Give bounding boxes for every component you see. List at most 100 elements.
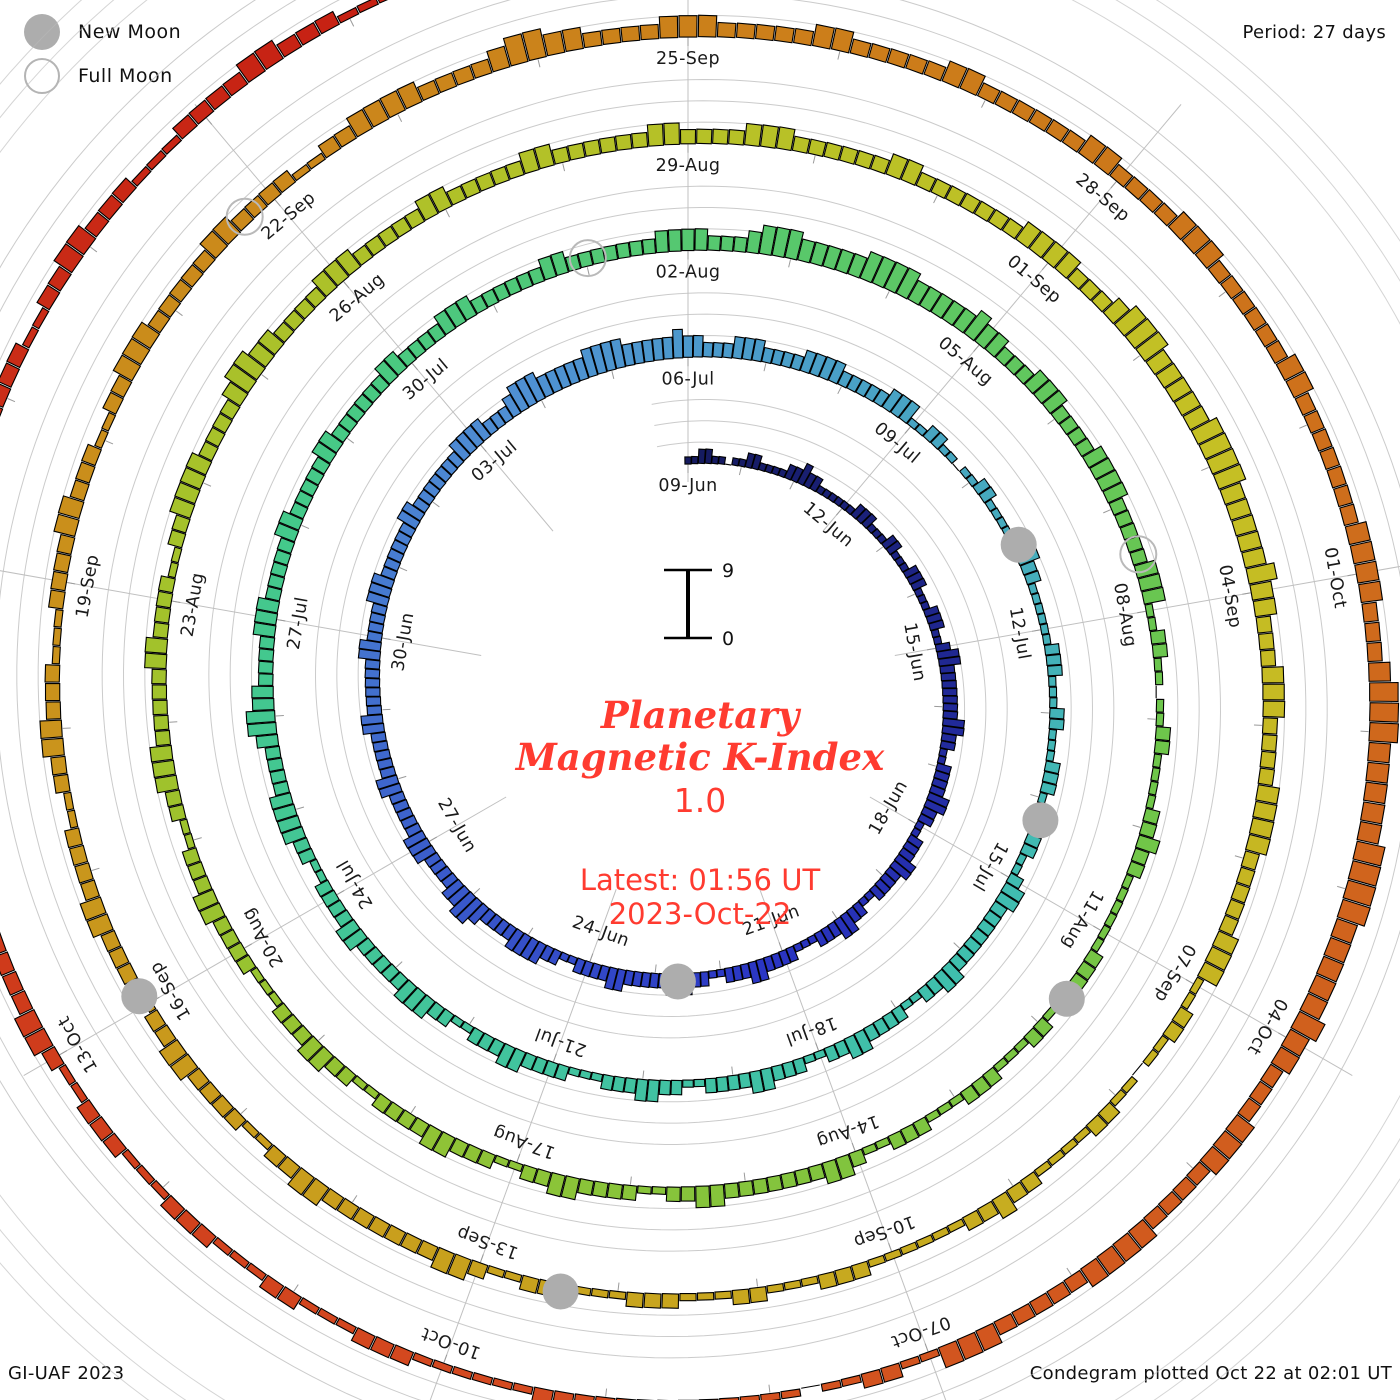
kp-bar: [69, 479, 90, 502]
day-tick: [396, 961, 403, 968]
kp-bar: [578, 1069, 593, 1081]
kp-bar: [289, 501, 309, 520]
kp-bar: [658, 15, 679, 39]
day-tick: [654, 964, 657, 973]
kp-bar: [1243, 306, 1267, 332]
kp-bar: [389, 1344, 415, 1367]
kp-bar: [1041, 240, 1069, 269]
kp-bar: [1225, 497, 1252, 521]
kp-bar: [507, 1159, 524, 1173]
kp-bar: [900, 158, 925, 186]
kp-bar: [757, 461, 768, 473]
kp-bar: [0, 951, 16, 977]
kp-bar: [956, 1331, 984, 1361]
day-tick: [973, 345, 980, 352]
kp-bar: [854, 149, 875, 170]
date-label: 30-Jun: [388, 611, 418, 673]
kp-bar: [1342, 879, 1377, 907]
kp-bar: [552, 1390, 575, 1400]
kp-bar: [422, 480, 441, 499]
kp-bar: [52, 773, 71, 794]
kp-bar: [76, 1098, 101, 1125]
kp-bar: [654, 230, 669, 254]
kp-bar: [293, 297, 316, 320]
kp-bar: [65, 224, 97, 256]
kp-bar: [745, 230, 763, 255]
kp-bar: [291, 1024, 313, 1046]
kp-bar: [475, 171, 496, 192]
kp-bar: [681, 228, 695, 252]
kp-bar: [57, 495, 85, 520]
day-tick: [382, 637, 391, 641]
kp-bar: [752, 1177, 769, 1195]
kp-bar: [770, 465, 781, 477]
kp-bar: [171, 514, 191, 534]
kp-bar: [68, 844, 89, 867]
kp-bar: [493, 918, 511, 937]
kp-bar: [1023, 369, 1050, 395]
kp-bar: [158, 1038, 188, 1067]
kp-bar: [1032, 1016, 1054, 1038]
kp-bar: [1368, 661, 1392, 682]
kp-bar: [889, 549, 902, 561]
kp-bar: [1150, 766, 1161, 782]
kp-bar: [763, 955, 776, 973]
kp-bar: [917, 813, 935, 828]
date-label: 27-Jul: [284, 595, 313, 651]
kp-bar: [269, 561, 289, 578]
kp-bar: [320, 889, 340, 908]
kp-bar: [1259, 1063, 1284, 1089]
kp-bar: [1359, 801, 1386, 825]
kp-bar: [154, 774, 180, 794]
kp-bar: [466, 1259, 489, 1280]
kp-bar: [941, 725, 965, 737]
kp-bar: [826, 920, 843, 939]
kp-bar: [693, 1078, 706, 1088]
kp-bar: [978, 486, 998, 504]
kp-bar: [404, 822, 423, 838]
kp-bar: [257, 673, 274, 687]
kp-bar: [775, 126, 796, 152]
date-label: 06-Jul: [661, 369, 714, 389]
kp-bar: [251, 697, 275, 712]
kp-bar: [766, 1174, 784, 1193]
center-kp-value: 1.0: [674, 781, 726, 820]
day-tick: [443, 1354, 448, 1363]
kp-bar: [1141, 586, 1166, 605]
kp-bar: [542, 1059, 559, 1079]
kp-bar: [39, 719, 63, 739]
day-tick: [59, 1050, 68, 1056]
kp-bar: [1153, 657, 1163, 672]
kp-bar: [827, 359, 847, 385]
kp-bar: [834, 1266, 855, 1286]
kp-bar: [370, 731, 387, 744]
day-tick: [206, 117, 213, 125]
kp-bar: [1079, 1257, 1110, 1288]
day-tick: [961, 482, 969, 489]
kp-bar: [855, 378, 872, 398]
kp-bar: [152, 621, 170, 639]
kp-bar: [369, 1335, 395, 1359]
kp-bar: [679, 1293, 697, 1302]
kp-bar: [876, 533, 888, 545]
kp-bar: [1039, 781, 1058, 796]
kp-bar: [939, 740, 957, 752]
kp-bar: [1036, 791, 1048, 805]
kp-bar: [257, 660, 274, 674]
kp-bar: [899, 1123, 920, 1144]
kp-bar: [809, 241, 829, 267]
kp-bar: [963, 309, 993, 342]
day-tick: [949, 1089, 955, 1097]
kp-bar: [466, 1026, 485, 1047]
kp-bar: [53, 513, 80, 538]
date-label: 15-Jun: [899, 621, 929, 683]
kp-bar: [595, 1395, 616, 1400]
day-tick: [296, 806, 305, 810]
kp-bar: [152, 699, 168, 716]
kp-bar: [1135, 331, 1169, 363]
day-tick: [788, 259, 791, 268]
kp-bar: [1033, 1160, 1053, 1178]
kp-bar: [799, 349, 818, 375]
kp-bar: [1124, 317, 1159, 350]
